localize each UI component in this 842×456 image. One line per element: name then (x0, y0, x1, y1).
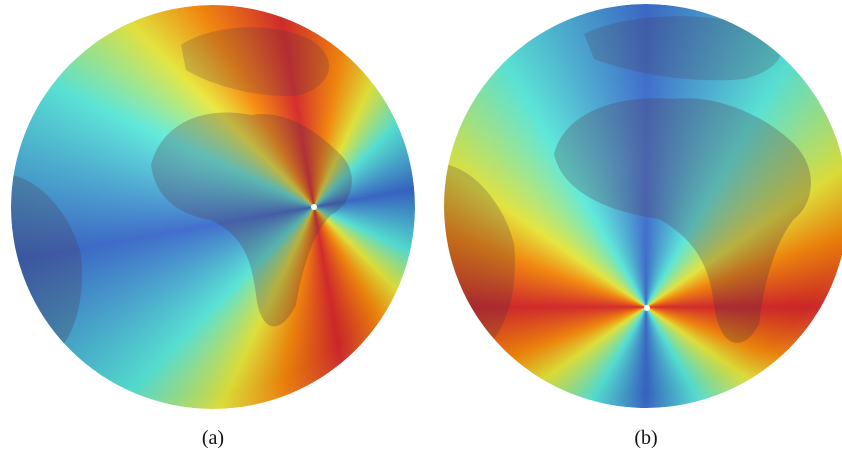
pole-point (644, 305, 650, 311)
shading (11, 5, 415, 409)
globe-panel-a (11, 5, 415, 409)
panel-label: (a) (173, 427, 253, 450)
shading (444, 4, 842, 408)
panel-label: (b) (606, 427, 686, 450)
figure: (a) (b) (0, 0, 842, 456)
pole-point (311, 204, 317, 210)
globe-panel-b (444, 4, 842, 408)
